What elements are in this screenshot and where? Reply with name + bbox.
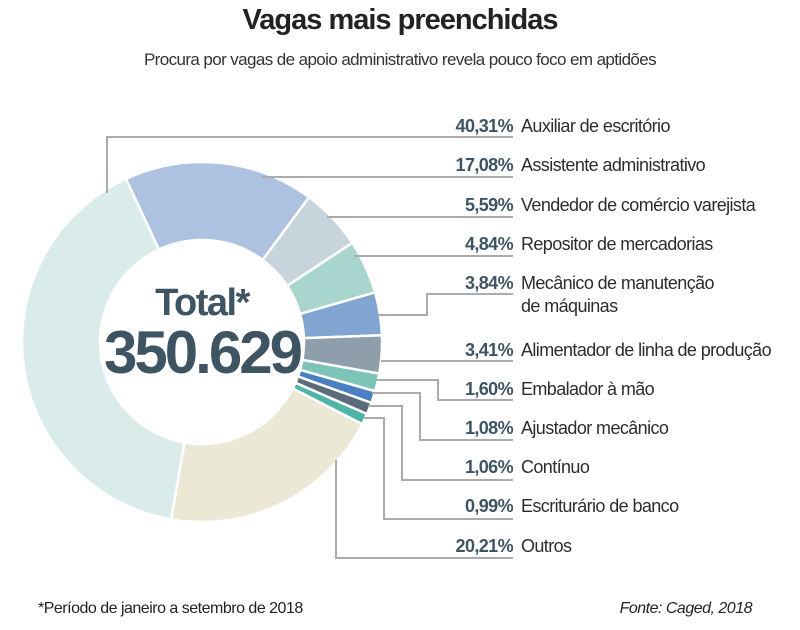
leader-line-0 xyxy=(106,136,513,193)
legend-item: 5,59% Vendedor de comércio varejista xyxy=(330,193,790,217)
legend-pct: 5,59% xyxy=(464,195,514,215)
center-label: Total* xyxy=(155,282,250,324)
legend-pct: 3,84% xyxy=(464,273,514,293)
legend-pct: 0,99% xyxy=(464,496,514,516)
legend-pct: 1,60% xyxy=(464,379,514,399)
legend-label: Assistente administrativo xyxy=(521,155,706,175)
legend-item: 1,06% Contínuo xyxy=(330,455,790,479)
legend-label: Auxiliar de escritório xyxy=(521,116,670,136)
legend-pct: 20,21% xyxy=(455,536,514,556)
chart-title: Vagas mais preenchidas xyxy=(242,4,559,36)
slice-10 xyxy=(169,386,364,524)
legend-pct: 40,31% xyxy=(455,116,514,136)
legend-label: Embalador à mão xyxy=(521,379,655,399)
leader-line-9 xyxy=(364,417,513,520)
legend-item: 17,08% Assistente administrativo xyxy=(330,153,790,177)
legend-label: Repositor de mercadorias xyxy=(521,234,713,254)
leader-line-6 xyxy=(376,379,513,401)
legend-item: 1,60% Embalador à mão xyxy=(330,377,790,401)
legend-item: 3,84% Mecânico de manutenção de máquinas xyxy=(330,271,790,316)
chart-subtitle: Procura por vagas de apoio administrativ… xyxy=(143,50,657,69)
legend-label: Escriturário de banco xyxy=(521,496,679,516)
legend-pct: 17,08% xyxy=(455,155,514,175)
leader-line-7 xyxy=(372,392,513,441)
leader-line-8 xyxy=(368,405,513,481)
leader-line-4 xyxy=(378,293,513,316)
legend-item: 20,21% Outros xyxy=(330,534,790,558)
legend-label-2: de máquinas xyxy=(521,296,618,316)
legend-label: Contínuo xyxy=(521,457,590,477)
legend-label: Vendedor de comércio varejista xyxy=(521,195,756,215)
slice-0 xyxy=(20,177,186,521)
legend-item: 3,41% Alimentador de linha de produção xyxy=(330,338,790,362)
legend-pct: 3,41% xyxy=(464,340,514,360)
legend-pct: 1,08% xyxy=(464,418,514,438)
leader-line-10 xyxy=(335,460,513,559)
center-value: 350.629 xyxy=(104,319,303,386)
footnote: *Período de janeiro a setembro de 2018 xyxy=(38,600,303,617)
legend-label: Alimentador de linha de produção xyxy=(521,340,772,360)
legend-label: Outros xyxy=(521,536,572,556)
legend-item: 40,31% Auxiliar de escritório xyxy=(330,114,790,138)
legend-item: 0,99% Escriturário de banco xyxy=(330,494,790,518)
legend-pct: 4,84% xyxy=(464,234,514,254)
source: Fonte: Caged, 2018 xyxy=(619,600,753,617)
legend-label: Mecânico de manutenção xyxy=(521,273,715,293)
legend-item: 1,08% Ajustador mecânico xyxy=(330,416,790,440)
legend-label: Ajustador mecânico xyxy=(521,418,669,438)
legend-item: 4,84% Repositor de mercadorias xyxy=(330,232,790,256)
legend-pct: 1,06% xyxy=(464,457,514,477)
